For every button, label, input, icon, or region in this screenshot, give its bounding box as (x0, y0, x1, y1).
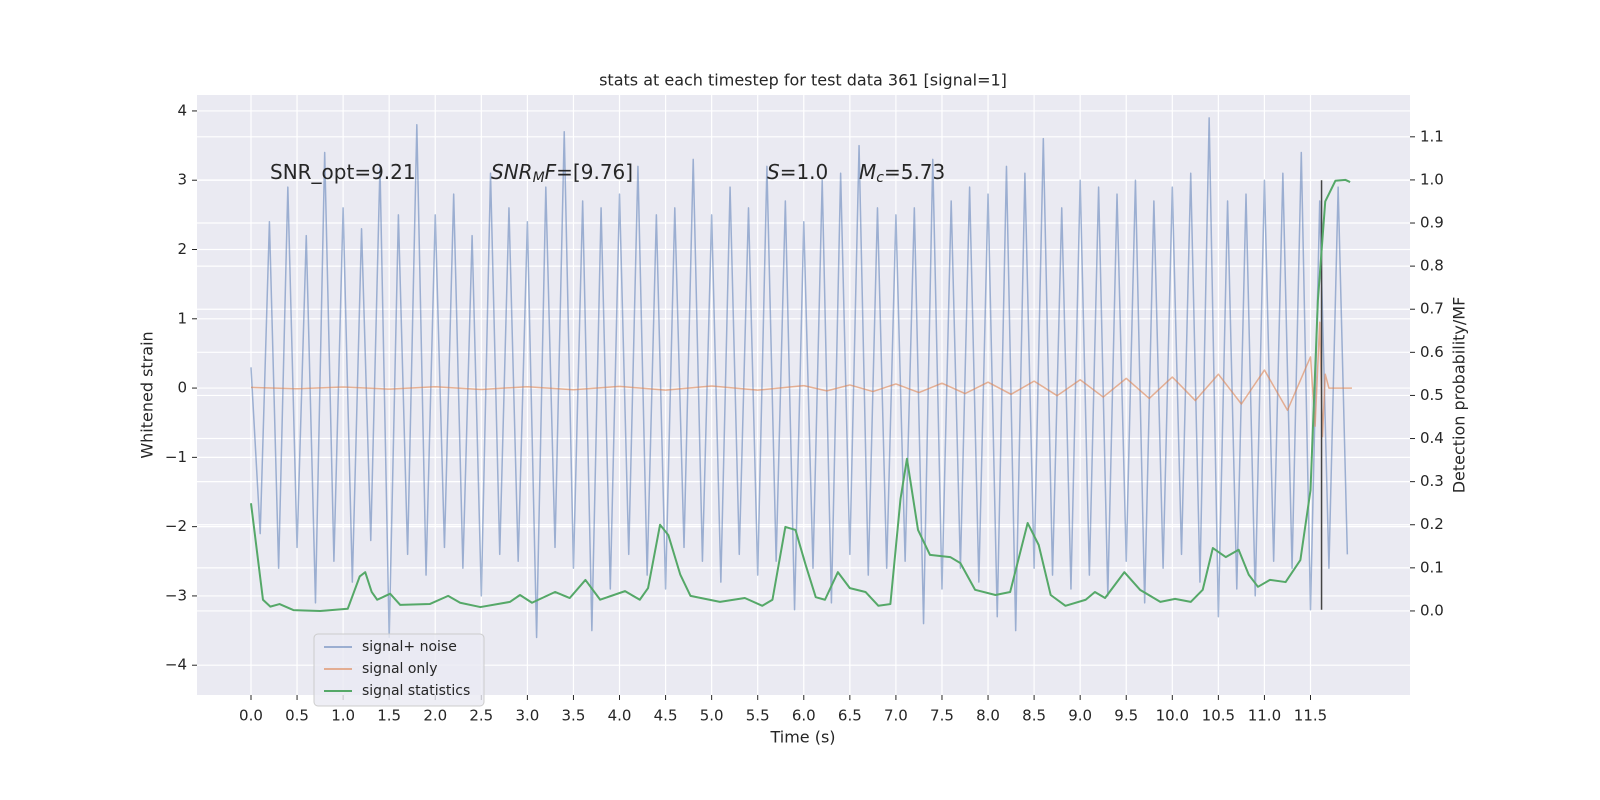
series-line (250, 117, 1349, 639)
x-tick-label: 9.5 (1114, 707, 1138, 725)
x-tick-label: 5.0 (700, 707, 724, 725)
legend-box (313, 633, 485, 707)
annotation-part: c (876, 170, 884, 186)
x-tick-label: 11.5 (1294, 707, 1327, 725)
annotation-part: =1.0 (780, 160, 829, 184)
y2-tick-label: 0.7 (1420, 300, 1444, 318)
annotation-part: =[9.76] (556, 160, 633, 184)
x-tick-label: 7.0 (884, 707, 908, 725)
plot-area (249, 117, 1352, 639)
x-axis-label: Time (s) (769, 728, 835, 747)
x-tick-label: 2.5 (469, 707, 493, 725)
chart-title: stats at each timestep for test data 361… (599, 71, 1007, 90)
x-tick-label: 0.5 (285, 707, 309, 725)
y2-tick-label: 0.0 (1420, 601, 1444, 619)
y2-tick-label: 1.0 (1420, 170, 1444, 188)
annotation-part: F (545, 160, 557, 184)
x-tick-label: 6.0 (792, 707, 816, 725)
x-tick-label: 1.0 (331, 707, 355, 725)
y-tick-label: 3 (177, 171, 187, 189)
legend-label: signal only (362, 661, 437, 677)
y2-tick-label: 0.4 (1420, 429, 1444, 447)
annotation-part: S (767, 160, 780, 184)
x-tick-label: 4.5 (654, 707, 678, 725)
x-tick-label: 9.0 (1068, 707, 1092, 725)
annotation: SNRMF=[9.76] (491, 160, 633, 187)
y2-tick-label: 0.1 (1420, 558, 1444, 576)
y-tick-label: 4 (177, 101, 187, 119)
annotation-part: SNR_opt=9.21 (270, 160, 416, 184)
x-tick-label: 1.5 (377, 707, 401, 725)
x-tick-label: 3.0 (515, 707, 539, 725)
y-tick-label: 2 (177, 240, 187, 258)
x-tick-label: 2.0 (423, 707, 447, 725)
y2-tick-label: 0.3 (1420, 472, 1444, 490)
series-line (250, 321, 1352, 438)
annotation: S=1.0 (767, 160, 828, 184)
y2-tick-label: 0.8 (1420, 257, 1444, 275)
y2-tick-label: 0.5 (1420, 386, 1444, 404)
annotation-part: M (533, 170, 545, 186)
x-tick-label: 7.5 (930, 707, 954, 725)
y2-axis-label: Detection probability/MF (1450, 297, 1469, 494)
x-tick-label: 6.5 (838, 707, 862, 725)
y2-tick-label: 1.1 (1420, 127, 1444, 145)
y-tick-label: −2 (165, 517, 187, 535)
x-tick-label: 4.0 (608, 707, 632, 725)
y-axis-label: Whitened strain (138, 331, 157, 458)
legend-label: signal statistics (362, 683, 470, 699)
x-tick-label: 8.0 (976, 707, 1000, 725)
x-tick-label: 10.5 (1202, 707, 1235, 725)
legend-label: signal+ noise (362, 639, 457, 655)
x-tick-label: 8.5 (1022, 707, 1046, 725)
y2-tick-label: 0.2 (1420, 515, 1444, 533)
series-line (249, 178, 1351, 612)
x-tick-label: 11.0 (1248, 707, 1281, 725)
y-tick-label: −1 (165, 448, 187, 466)
y-tick-label: −4 (165, 656, 187, 674)
annotation-part: M (859, 160, 876, 184)
y-tick-label: 0 (177, 379, 187, 397)
x-tick-label: 5.5 (746, 707, 770, 725)
annotation-part: SNR (491, 160, 533, 184)
annotation-part: =5.73 (884, 160, 945, 184)
y2-tick-label: 0.9 (1420, 214, 1444, 232)
y2-tick-label: 0.6 (1420, 343, 1444, 361)
x-tick-label: 10.0 (1156, 707, 1189, 725)
annotation: Mc=5.73 (859, 160, 945, 187)
annotation: SNR_opt=9.21 (270, 160, 416, 184)
x-tick-label: 0.0 (239, 707, 263, 725)
y-tick-label: −3 (165, 586, 187, 604)
x-tick-label: 3.5 (562, 707, 586, 725)
y-tick-label: 1 (177, 309, 187, 327)
